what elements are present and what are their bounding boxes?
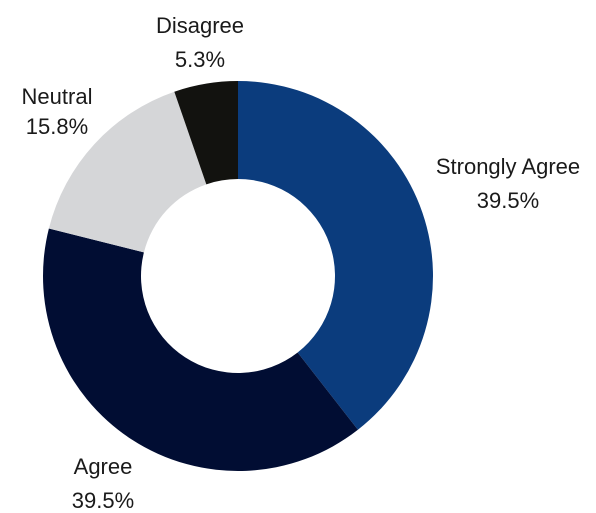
donut-slices [43, 81, 434, 472]
label-agree-name: Agree [74, 454, 133, 479]
label-strongly-agree-value: 39.5% [477, 188, 539, 213]
slice-disagree [174, 81, 238, 185]
label-neutral-name: Neutral [22, 84, 93, 109]
slice-agree [43, 228, 358, 472]
slice-strongly-agree [238, 81, 434, 430]
label-disagree-name: Disagree [156, 13, 244, 38]
label-strongly-agree-name: Strongly Agree [436, 154, 580, 179]
label-neutral-value: 15.8% [26, 114, 88, 139]
slice-neutral [48, 91, 207, 253]
label-agree-value: 39.5% [72, 488, 134, 513]
label-disagree-value: 5.3% [175, 47, 225, 72]
